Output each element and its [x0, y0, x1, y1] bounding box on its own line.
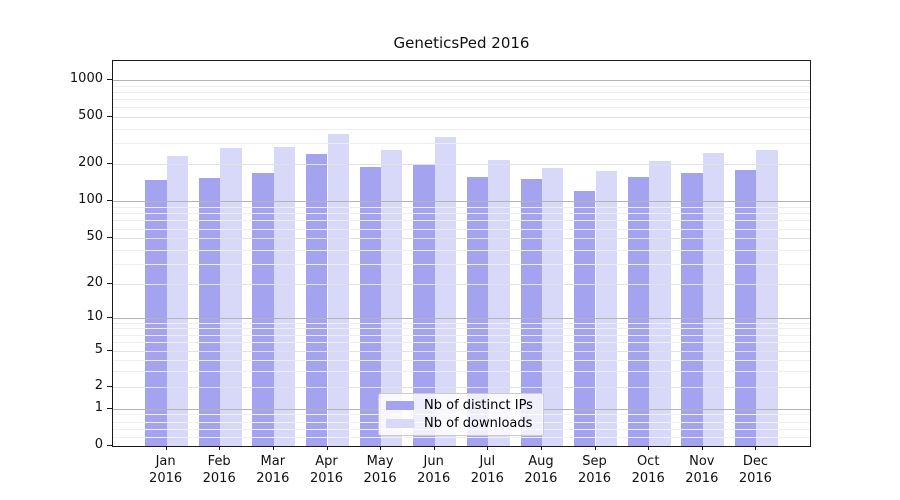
bar-distinct-ips: [681, 172, 703, 446]
y-tick-label: 0: [94, 437, 103, 452]
gridline: [113, 99, 810, 100]
x-tick-label: Dec 2016: [738, 454, 772, 486]
bar-downloads: [434, 136, 457, 446]
x-tick-mark: [165, 446, 167, 450]
bar-distinct-ips: [413, 164, 435, 446]
y-tick-mark: [107, 386, 112, 387]
bar-distinct-ips: [252, 172, 274, 446]
x-tick-label: Oct 2016: [631, 454, 665, 486]
x-tick-mark: [648, 446, 650, 450]
plot-area: [112, 60, 811, 447]
bar-distinct-ips: [145, 180, 167, 446]
y-tick-label: 2: [94, 378, 103, 393]
x-tick-label: Jan 2016: [149, 454, 183, 486]
x-tick-label: Aug 2016: [524, 454, 558, 486]
x-tick-mark: [219, 446, 221, 450]
x-tick-mark: [594, 446, 596, 450]
x-tick-mark: [701, 446, 703, 450]
bar-downloads: [273, 146, 296, 446]
y-tick-mark: [107, 445, 112, 446]
y-tick-mark: [107, 163, 112, 165]
y-tick-label: 5: [94, 342, 103, 357]
bar-distinct-ips: [466, 177, 489, 446]
x-tick-label: Nov 2016: [685, 454, 719, 486]
legend-item-distinct-ips: Nb of distinct IPs: [379, 397, 543, 415]
x-tick-mark: [540, 446, 542, 450]
chart-legend: Nb of distinct IPs Nb of downloads: [378, 393, 544, 436]
bar-distinct-ips: [306, 153, 328, 446]
x-tick-mark: [755, 446, 757, 450]
bar-downloads: [756, 150, 778, 446]
bar-distinct-ips: [574, 190, 596, 446]
bar-downloads: [488, 160, 510, 446]
y-tick-label: 1000: [69, 71, 103, 86]
y-tick-label: 20: [86, 275, 103, 291]
gridline: [113, 85, 810, 87]
y-tick-label: 1: [94, 400, 103, 416]
bar-downloads: [166, 155, 188, 446]
bar-downloads: [702, 152, 725, 446]
x-tick-label: Jun 2016: [417, 454, 451, 486]
y-tick-label: 50: [86, 229, 103, 245]
gridline: [113, 91, 810, 93]
bar-downloads: [327, 134, 349, 446]
gridline: [113, 80, 810, 81]
y-tick-mark: [107, 200, 112, 201]
x-tick-label: Mar 2016: [256, 454, 290, 486]
y-tick-mark: [107, 79, 112, 80]
y-tick-mark: [107, 116, 112, 117]
x-tick-label: May 2016: [363, 454, 397, 486]
x-tick-mark: [272, 446, 274, 450]
gridline: [113, 107, 810, 109]
bar-distinct-ips: [198, 177, 221, 446]
y-tick-label: 200: [78, 155, 103, 171]
y-tick-label: 10: [86, 308, 103, 324]
bar-distinct-ips: [359, 167, 381, 446]
bar-distinct-ips: [734, 169, 757, 446]
x-tick-mark: [380, 446, 382, 450]
gridline: [113, 143, 810, 145]
y-tick-mark: [107, 237, 112, 239]
bar-downloads: [649, 161, 671, 446]
bar-downloads: [541, 167, 564, 446]
x-tick-label: Jul 2016: [470, 454, 504, 486]
gridline: [113, 117, 810, 118]
y-tick-mark: [107, 350, 112, 351]
legend-label: Nb of distinct IPs: [424, 398, 533, 413]
legend-item-downloads: Nb of downloads: [379, 415, 543, 433]
bar-distinct-ips: [520, 178, 542, 446]
bar-downloads: [220, 147, 242, 446]
x-tick-label: Apr 2016: [309, 454, 344, 486]
bar-downloads: [595, 170, 617, 446]
x-tick-label: Sep 2016: [577, 454, 612, 486]
y-tick-label: 500: [78, 108, 103, 123]
y-tick-mark: [107, 316, 112, 318]
x-tick-mark: [487, 446, 489, 450]
gridline: [113, 128, 810, 130]
chart-title: GeneticsPed 2016: [393, 34, 530, 52]
x-tick-mark: [326, 446, 328, 450]
y-tick-mark: [107, 408, 112, 410]
y-tick-mark: [107, 283, 112, 285]
y-tick-label: 100: [78, 192, 103, 207]
x-tick-mark: [433, 446, 435, 450]
bar-distinct-ips: [627, 177, 650, 446]
distinct-ips-swatch: [386, 401, 414, 410]
x-tick-label: Feb 2016: [202, 454, 236, 486]
legend-label: Nb of downloads: [424, 416, 533, 431]
downloads-swatch: [386, 419, 414, 428]
